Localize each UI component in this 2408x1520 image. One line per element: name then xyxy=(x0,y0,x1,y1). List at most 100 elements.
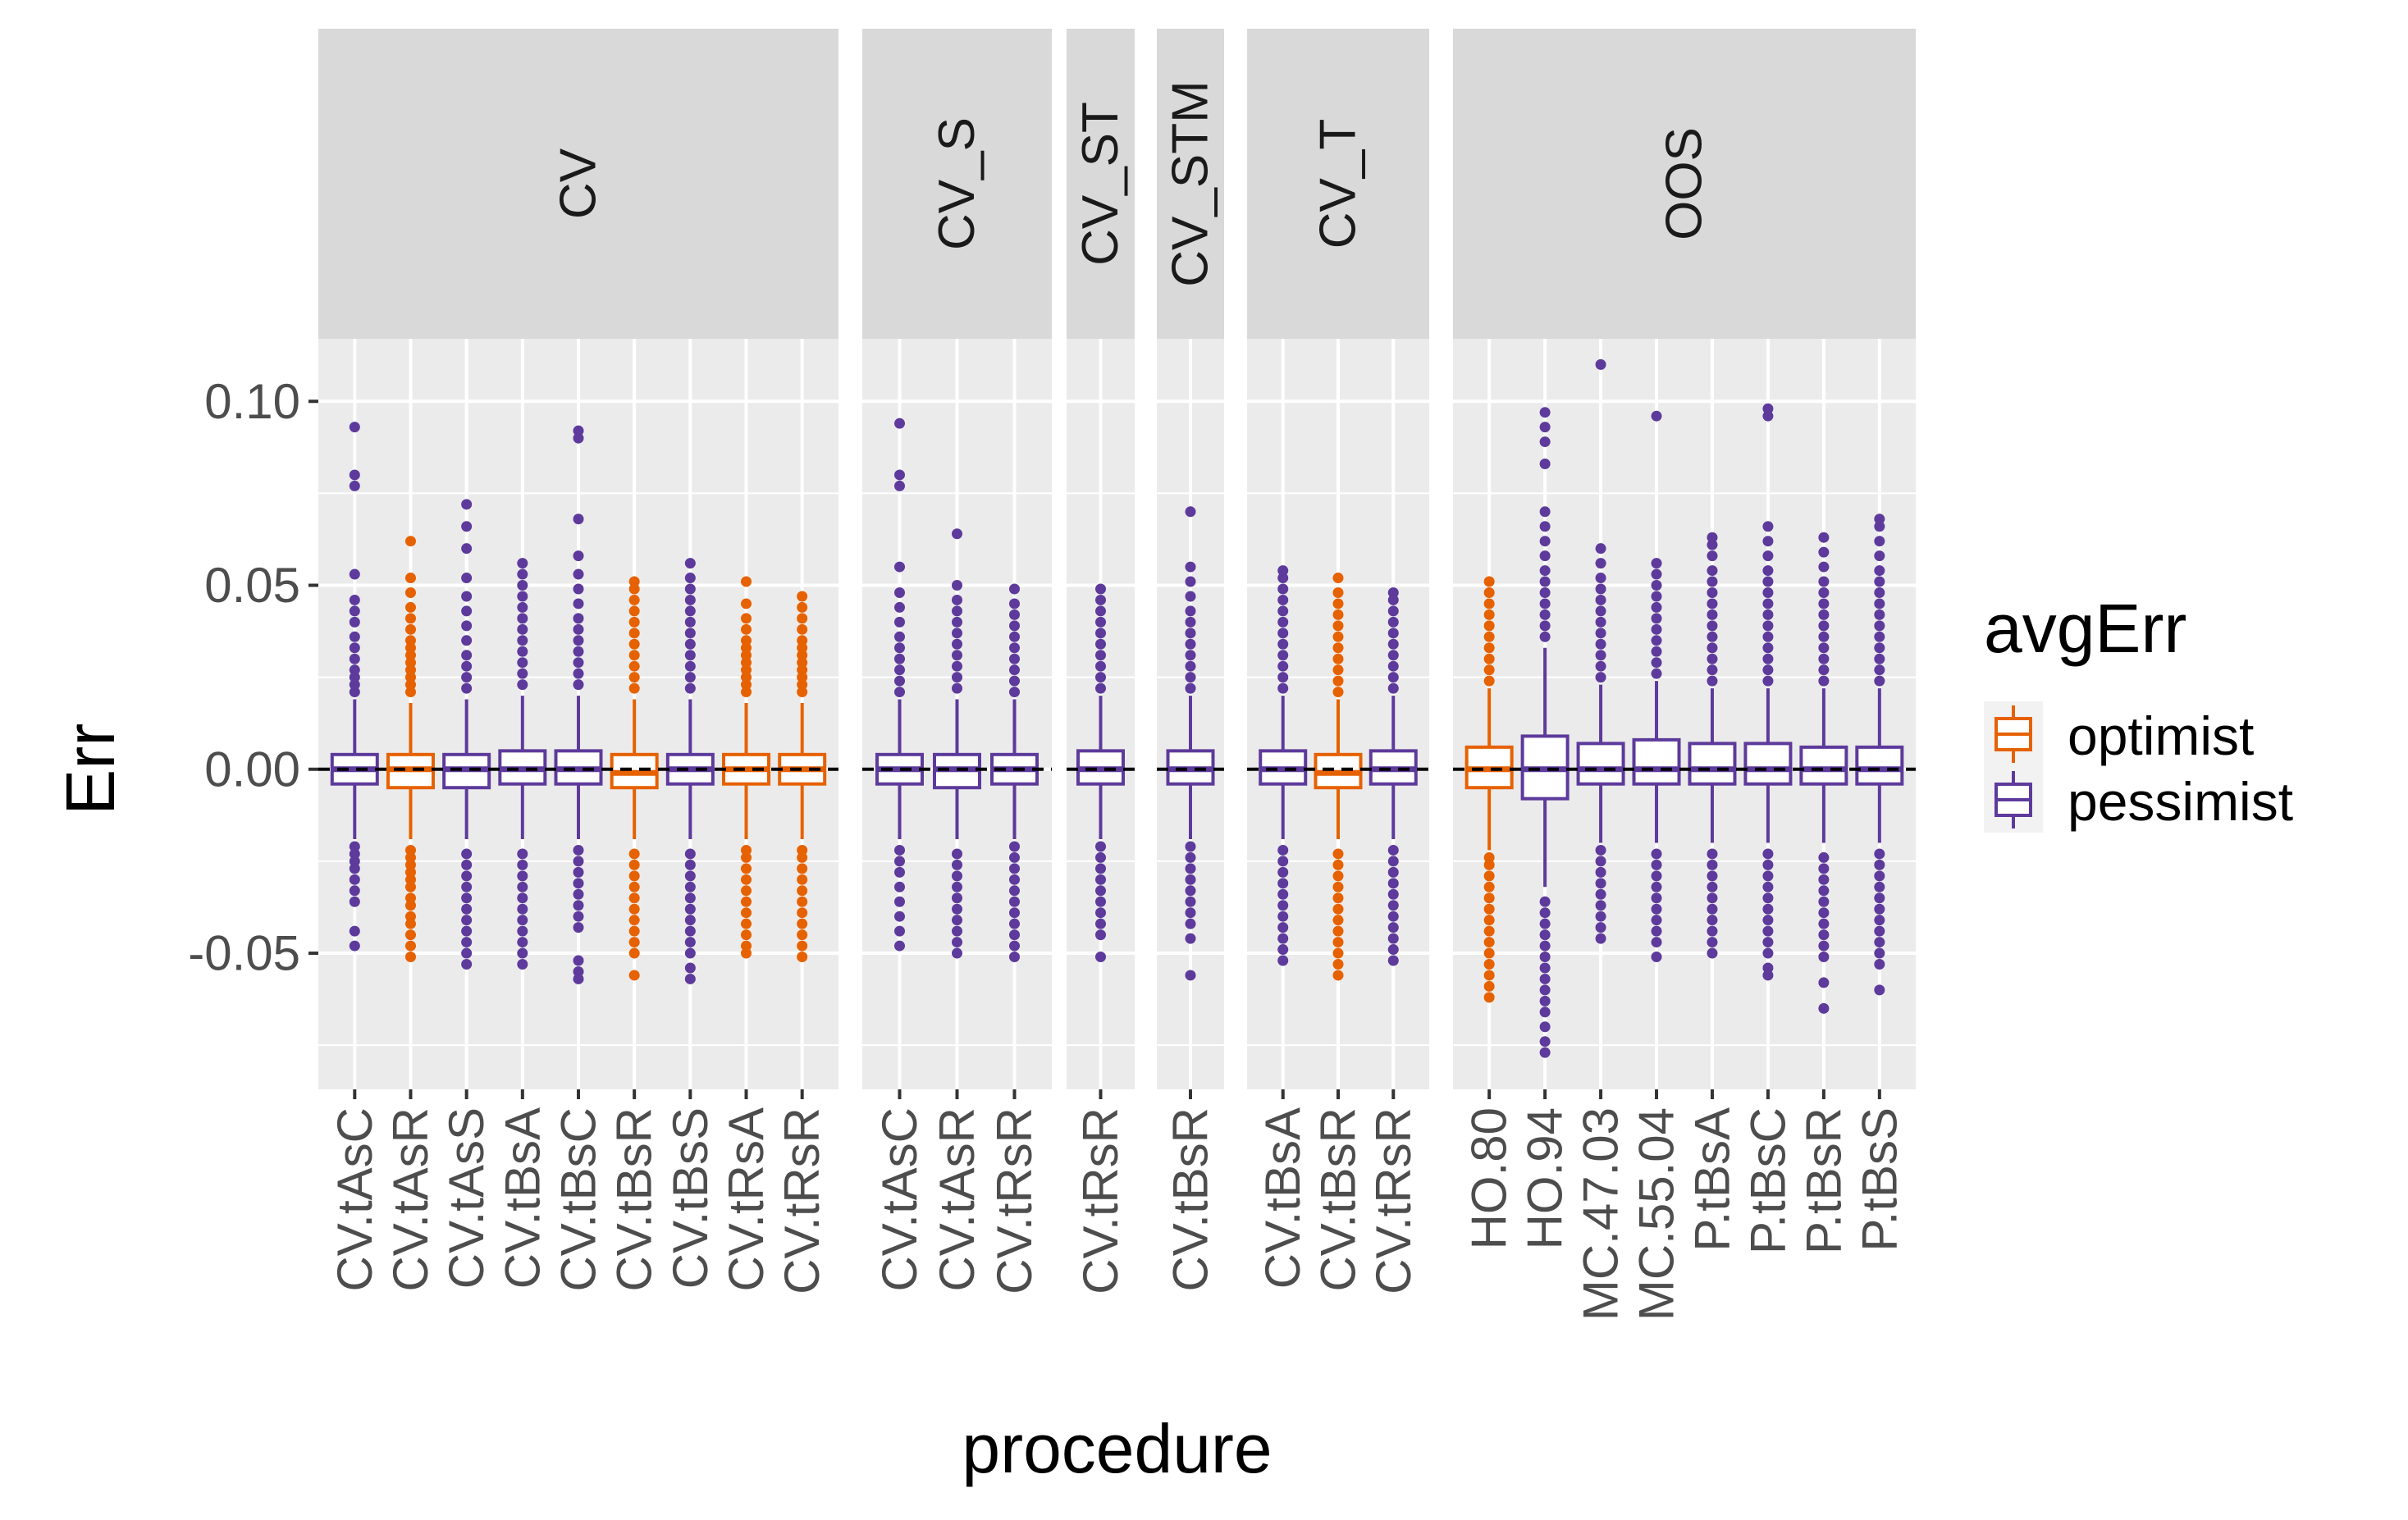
outlier-point xyxy=(684,973,696,984)
outlier-point xyxy=(1277,594,1289,605)
outlier-point xyxy=(952,580,962,591)
outlier-point xyxy=(1387,866,1399,878)
box-iqr xyxy=(1688,742,1737,786)
outlier-point xyxy=(1762,848,1774,860)
outlier-point xyxy=(1387,856,1399,867)
outlier-point xyxy=(1762,881,1774,892)
outlier-point xyxy=(628,881,640,892)
outlier-point xyxy=(1483,881,1495,892)
outlier-point xyxy=(1009,851,1020,863)
outlier-point xyxy=(741,874,752,885)
outlier-point xyxy=(461,937,473,948)
box-iqr xyxy=(1799,745,1848,786)
x-tick-label: HO.94 xyxy=(1518,1107,1573,1249)
outlier-point xyxy=(894,642,905,654)
outlier-point xyxy=(1762,970,1774,981)
x-tick-label: CV.tRsR xyxy=(774,1107,829,1294)
outlier-point xyxy=(1332,609,1344,620)
outlier-point xyxy=(1595,605,1606,617)
outlier-point xyxy=(1762,521,1774,532)
outlier-point xyxy=(517,668,528,679)
outlier-point xyxy=(1009,642,1020,654)
outlier-point xyxy=(684,881,696,892)
outlier-point xyxy=(684,962,696,974)
outlier-point xyxy=(1277,856,1289,867)
outlier-point xyxy=(952,915,962,926)
outlier-point xyxy=(1539,587,1551,598)
strip-label: CV xyxy=(551,148,607,219)
outlier-point xyxy=(1818,675,1830,687)
outlier-point xyxy=(1483,598,1495,609)
outlier-point xyxy=(1539,620,1551,632)
outlier-point xyxy=(628,616,640,628)
outlier-point xyxy=(1387,587,1399,598)
outlier-point xyxy=(1483,675,1495,687)
outlier-point xyxy=(1332,892,1344,904)
outlier-point xyxy=(1595,922,1606,933)
x-tick-label: P.tBsA xyxy=(1684,1107,1739,1252)
outlier-point xyxy=(517,892,528,904)
outlier-point xyxy=(1874,859,1885,870)
outlier-point xyxy=(894,866,905,878)
outlier-point xyxy=(1651,937,1662,948)
outlier-point xyxy=(573,856,584,867)
outlier-point xyxy=(1874,925,1885,937)
outlier-point xyxy=(894,469,905,481)
outlier-point xyxy=(628,903,640,915)
outlier-point xyxy=(1874,550,1885,562)
outlier-point xyxy=(1009,653,1020,664)
outlier-point xyxy=(1539,521,1551,532)
outlier-point xyxy=(1095,672,1106,683)
outlier-point xyxy=(628,892,640,904)
outlier-point xyxy=(461,521,473,532)
y-tick-label: 0.10 xyxy=(204,374,300,429)
outlier-point xyxy=(404,679,416,691)
outlier-point xyxy=(461,870,473,882)
outlier-point xyxy=(517,635,528,646)
outlier-point xyxy=(1277,616,1289,628)
outlier-point xyxy=(404,866,416,878)
outlier-point xyxy=(517,623,528,635)
x-tick-label: CV.tBsS xyxy=(663,1107,718,1289)
outlier-point xyxy=(684,583,696,595)
outlier-point xyxy=(952,859,962,870)
outlier-point xyxy=(1332,937,1344,948)
outlier-point xyxy=(1185,841,1196,852)
outlier-point xyxy=(573,425,584,436)
y-axis: -0.05 0.00 0.05 0.10 xyxy=(188,374,318,981)
outlier-point xyxy=(1874,892,1885,904)
outlier-point xyxy=(1818,851,1830,863)
outlier-point xyxy=(1762,870,1774,882)
outlier-point xyxy=(1332,573,1344,584)
box-CV.tBsA xyxy=(498,558,547,970)
outlier-point xyxy=(1539,407,1551,418)
x-tick-label: CV.tRsA xyxy=(719,1107,774,1292)
outlier-point xyxy=(1095,841,1106,852)
outlier-point xyxy=(1595,856,1606,867)
outlier-point xyxy=(741,844,752,856)
outlier-point xyxy=(894,856,905,867)
outlier-point xyxy=(1539,1021,1551,1033)
outlier-point xyxy=(1009,918,1020,929)
strip-background xyxy=(862,29,1052,339)
outlier-point xyxy=(1483,992,1495,1003)
outlier-point xyxy=(349,594,360,605)
panel-background xyxy=(1453,339,1916,1089)
outlier-point xyxy=(461,903,473,915)
outlier-point xyxy=(1874,915,1885,926)
outlier-point xyxy=(349,940,360,952)
outlier-point xyxy=(797,907,808,919)
outlier-point xyxy=(1539,984,1551,996)
outlier-point xyxy=(797,642,808,654)
box-CV.tBsS xyxy=(665,558,715,984)
outlier-point xyxy=(517,591,528,602)
outlier-point xyxy=(404,536,416,547)
box-HO.80 xyxy=(1464,576,1514,1003)
outlier-point xyxy=(1483,631,1495,642)
outlier-point xyxy=(404,859,416,870)
outlier-point xyxy=(628,605,640,617)
outlier-point xyxy=(1539,929,1551,941)
outlier-point xyxy=(1387,955,1399,966)
outlier-point xyxy=(1651,668,1662,679)
outlier-point xyxy=(1095,638,1106,650)
